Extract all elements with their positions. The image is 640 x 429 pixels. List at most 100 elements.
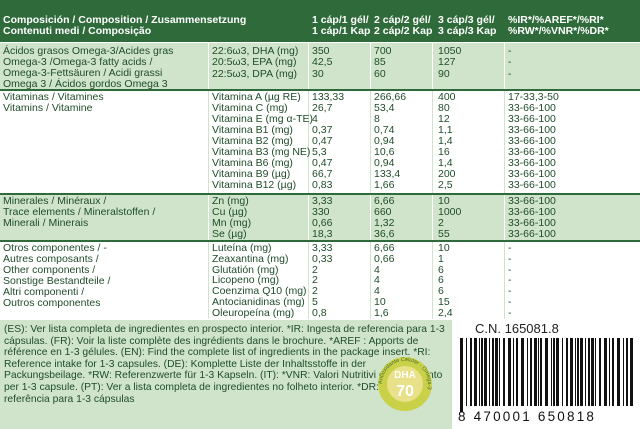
- column-rule: [308, 193, 309, 240]
- row-value: 133,4: [374, 168, 401, 180]
- row-value: 266,66: [374, 91, 407, 103]
- barcode-bar: [588, 338, 590, 406]
- barcode-bar: [604, 338, 607, 406]
- row-value: 33-66-100: [508, 157, 556, 169]
- row-value: 350: [312, 45, 330, 57]
- column-rule: [370, 193, 371, 240]
- barcode-bar: [577, 338, 579, 406]
- row-value: 6: [438, 274, 444, 287]
- column-rule: [504, 89, 505, 193]
- row-value: 85: [374, 56, 386, 69]
- row-value: 60: [374, 67, 386, 80]
- column-rule: [370, 43, 371, 89]
- barcode-bar: [534, 338, 537, 406]
- barcode-bar: [551, 338, 552, 406]
- header-cell: 3 cáp/3 Kap: [438, 25, 497, 37]
- row-value: 1,66: [374, 179, 395, 191]
- row-value: -: [508, 67, 512, 80]
- row-value: 0,33: [312, 252, 333, 265]
- row-item: Vitamina C (mg): [212, 102, 288, 114]
- row-item: Glutatión (mg): [212, 263, 279, 276]
- column-rule: [208, 43, 209, 89]
- barcode-bar: [484, 338, 487, 406]
- header-cell: 1 cáp/1 Kap: [312, 25, 371, 37]
- barcode-bar: [470, 338, 472, 406]
- barcode-bar: [612, 338, 614, 406]
- row-value: 1050: [438, 45, 462, 57]
- header-cell: 2 cáp/2 gél/: [374, 14, 431, 26]
- barcode-bar: [585, 338, 586, 406]
- row-value: 200: [438, 168, 456, 180]
- row-value: 6: [438, 285, 444, 298]
- row-item: Coenzima Q10 (mg): [212, 285, 307, 298]
- row-value: -: [508, 242, 512, 254]
- row-value: 33-66-100: [508, 102, 556, 114]
- section-rule: [0, 240, 640, 242]
- section-bg: [0, 240, 640, 319]
- section-bg: [0, 193, 640, 240]
- row-value: 2: [438, 217, 444, 229]
- row-value: 0,8: [312, 306, 327, 319]
- row-value: 30: [312, 67, 324, 80]
- column-rule: [208, 193, 209, 240]
- row-item: Vitamina A (µg RE): [212, 91, 301, 103]
- row-value: 33-66-100: [508, 228, 556, 240]
- column-rule: [432, 240, 433, 319]
- barcode-bar: [489, 338, 490, 406]
- barcode-bar: [513, 338, 514, 406]
- header-cell: %RW*/%VNR*/%DR*: [508, 25, 609, 37]
- section-rule: [0, 193, 640, 195]
- barcode-bar: [626, 338, 628, 406]
- row-value: 1000: [438, 206, 462, 218]
- row-value: 10: [438, 242, 450, 254]
- barcode-bar: [562, 338, 563, 406]
- row-value: 4: [374, 263, 380, 276]
- barcode-bar: [595, 338, 596, 406]
- section-label: Vitaminas / Vitamines: [3, 91, 104, 103]
- row-value: 53,4: [374, 102, 395, 114]
- column-rule: [432, 193, 433, 240]
- barcode-bar: [499, 338, 500, 406]
- row-item: Antocianidinas (mg): [212, 296, 305, 308]
- row-value: 700: [374, 45, 392, 57]
- row-item: 22:6ω3, DHA (mg): [212, 45, 299, 57]
- section-label: Omega-3-Fettsäuren / Acidi grassi: [3, 67, 163, 79]
- row-item: Vitamina B9 (µg): [212, 168, 291, 180]
- section-label: Autres composants /: [3, 253, 99, 265]
- barcode-bar: [630, 338, 633, 406]
- header-cell: Contenuti medi / Composição: [3, 25, 152, 37]
- row-value: 0,94: [374, 157, 395, 169]
- row-value: 16: [438, 146, 450, 158]
- section-bg: [0, 43, 640, 89]
- header-cell: 2 cáp/2 Kap: [374, 25, 433, 37]
- row-value: 33-66-100: [508, 179, 556, 191]
- row-value: -: [508, 306, 512, 319]
- row-value: 1,32: [374, 217, 395, 229]
- barcode-bar: [530, 338, 532, 406]
- section-label: Omega-3 /Omega-3 fatty acids /: [3, 56, 153, 68]
- barcode-bar: [508, 338, 511, 406]
- header-cell: %IR*/%AREF*/%RI*: [508, 14, 604, 26]
- barcode-bar: [479, 338, 480, 406]
- row-value: 3,33: [312, 242, 333, 254]
- barcode-bar: [575, 338, 576, 406]
- footer-text: (ES): Ver lista completa de ingredientes…: [4, 324, 445, 405]
- row-item: Licopeno (mg): [212, 274, 280, 287]
- row-value: 0,47: [312, 135, 333, 147]
- row-item: 20:5ω3, EPA (mg): [212, 56, 297, 69]
- section-label: Omega 3 / Ácidos gordos Omega 3: [3, 78, 168, 90]
- column-rule: [432, 89, 433, 193]
- row-value: -: [508, 285, 512, 298]
- column-rule: [504, 193, 505, 240]
- barcode-bar: [591, 338, 594, 406]
- barcode-digits: 8 470001 650818: [458, 409, 596, 424]
- barcode-bar: [553, 338, 555, 406]
- footer-box: (ES): Ver lista completa de ingredientes…: [0, 320, 452, 429]
- row-item: Vitamina B2 (mg): [212, 135, 293, 147]
- column-rule: [208, 240, 209, 319]
- section-bg: [0, 89, 640, 193]
- row-value: 80: [438, 102, 450, 114]
- row-value: 33-66-100: [508, 124, 556, 136]
- row-value: 6,66: [374, 242, 395, 254]
